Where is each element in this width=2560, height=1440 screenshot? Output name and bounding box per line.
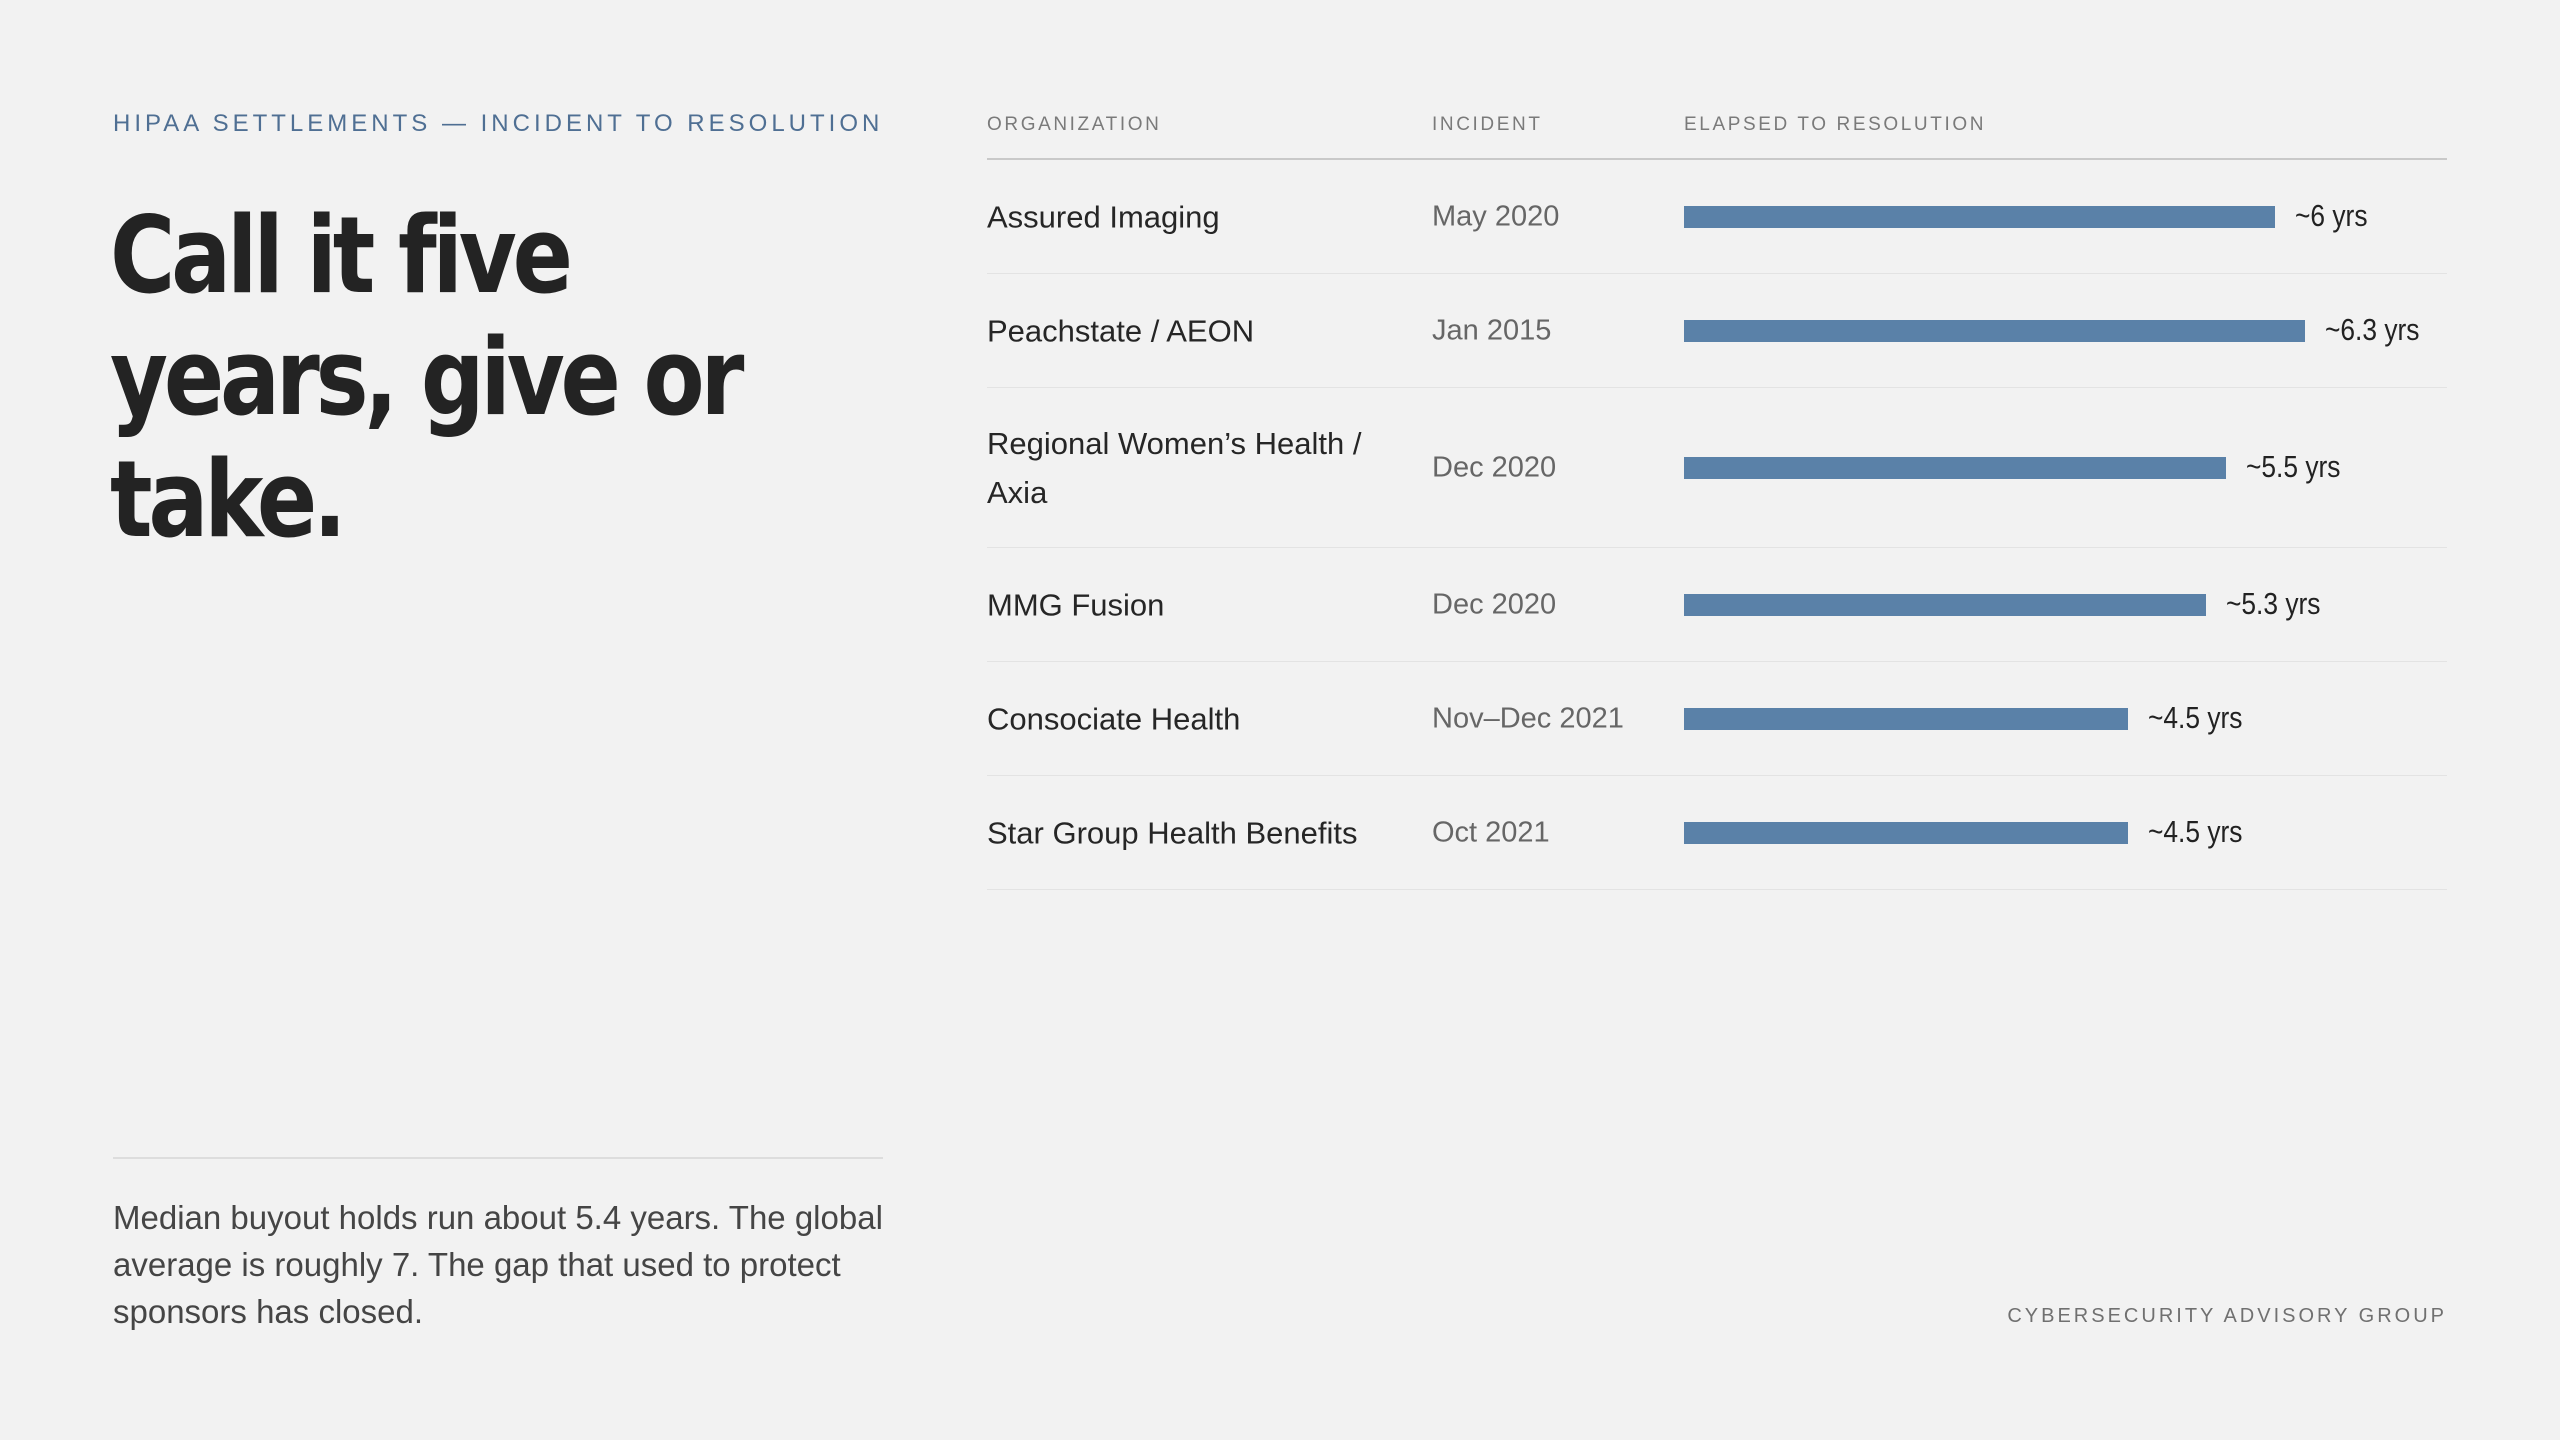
incident-cell: May 2020	[1432, 200, 1560, 232]
bar-track: ~4.5 yrs	[1684, 814, 2444, 849]
table-header: ORGANIZATION INCIDENT ELAPSED TO RESOLUT…	[987, 108, 2447, 160]
table-row: Peachstate / AEON Jan 2015 ~6.3 yrs	[987, 274, 2447, 388]
column-header-elapsed: ELAPSED TO RESOLUTION	[1684, 114, 1987, 135]
footnote-text: Median buyout holds run about 5.4 years.…	[113, 1199, 883, 1330]
bar-value-label: ~5.5 yrs	[2246, 448, 2341, 484]
incident-cell: Dec 2020	[1432, 451, 1557, 483]
organization-cell: Peachstate / AEON	[987, 313, 1255, 348]
brand-footer: CYBERSECURITY ADVISORY GROUP	[2007, 1305, 2447, 1327]
bar-value-label: ~4.5 yrs	[2148, 699, 2243, 735]
bar-value-label: ~6 yrs	[2295, 197, 2368, 233]
bar-value-label: ~5.3 yrs	[2226, 585, 2321, 621]
incident-cell: Dec 2020	[1432, 588, 1557, 620]
table-row: Assured Imaging May 2020 ~6 yrs	[987, 160, 2447, 274]
organization-cell: Assured Imaging	[987, 199, 1220, 234]
table-row: Consociate Health Nov–Dec 2021 ~4.5 yrs	[987, 662, 2447, 776]
bar	[1684, 593, 2206, 616]
table-row: Star Group Health Benefits Oct 2021 ~4.5…	[987, 776, 2447, 890]
bar-value-label: ~6.3 yrs	[2325, 311, 2420, 347]
column-header-organization: ORGANIZATION	[987, 114, 1162, 135]
bar-track: ~6 yrs	[1684, 198, 2444, 233]
headline: Call it five years, give or take.	[110, 194, 744, 561]
column-header-incident: INCIDENT	[1432, 114, 1543, 135]
organization-cell: Regional Women’s Health / Axia	[987, 425, 1362, 510]
incident-cell: Jan 2015	[1432, 314, 1552, 346]
divider	[113, 1157, 883, 1159]
bar-track: ~5.3 yrs	[1684, 586, 2444, 621]
bar	[1684, 205, 2275, 228]
settlement-table-chart: ORGANIZATION INCIDENT ELAPSED TO RESOLUT…	[987, 108, 2447, 890]
bar-track: ~5.5 yrs	[1684, 449, 2444, 484]
organization-cell: Consociate Health	[987, 701, 1241, 736]
bar-track: ~4.5 yrs	[1684, 700, 2444, 735]
bar	[1684, 821, 2128, 844]
incident-cell: Oct 2021	[1432, 816, 1550, 848]
organization-cell: Star Group Health Benefits	[987, 815, 1358, 850]
bar	[1684, 456, 2226, 479]
table-row: MMG Fusion Dec 2020 ~5.3 yrs	[987, 548, 2447, 662]
eyebrow-label: HIPAA SETTLEMENTS — INCIDENT TO RESOLUTI…	[113, 110, 884, 137]
bar	[1684, 319, 2305, 342]
incident-cell: Nov–Dec 2021	[1432, 702, 1624, 734]
organization-cell: MMG Fusion	[987, 587, 1165, 622]
table-row: Regional Women’s Health / Axia Dec 2020 …	[987, 388, 2447, 548]
bar-track: ~6.3 yrs	[1684, 312, 2444, 347]
bar	[1684, 707, 2128, 730]
bar-value-label: ~4.5 yrs	[2148, 813, 2243, 849]
